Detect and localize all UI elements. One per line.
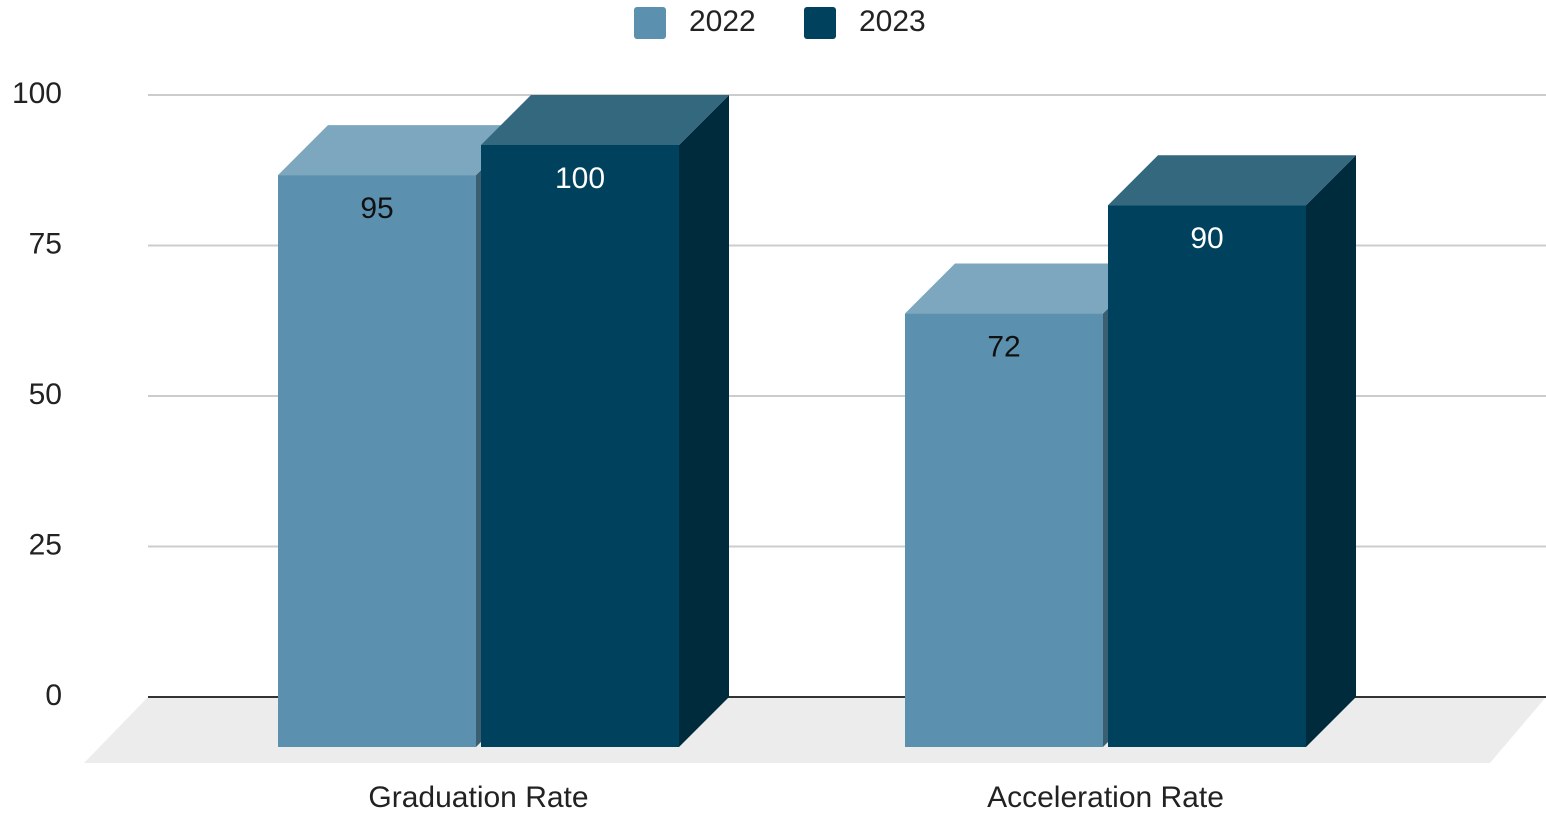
bar: [481, 95, 729, 747]
data-label: 72: [987, 330, 1020, 363]
y-tick-label: 50: [29, 378, 62, 411]
x-tick-label: Acceleration Rate: [987, 781, 1224, 814]
bar-front: [1108, 205, 1306, 747]
data-label: 90: [1190, 222, 1223, 255]
bar: [1108, 155, 1356, 747]
data-label: 95: [360, 192, 393, 225]
bar-front: [905, 313, 1103, 747]
x-tick-label: Graduation Rate: [368, 781, 588, 814]
y-tick-label: 25: [29, 528, 62, 561]
data-label: 100: [555, 162, 605, 195]
bar-front: [481, 145, 679, 747]
legend-label: 2023: [859, 5, 926, 38]
y-tick-label: 0: [45, 679, 62, 712]
bar-top: [481, 95, 729, 145]
bar-top: [905, 263, 1153, 314]
y-tick-label: 100: [12, 77, 62, 110]
legend-swatch: [804, 7, 836, 39]
legend-label: 2022: [689, 5, 756, 38]
bar-side: [1306, 155, 1356, 747]
bar-side: [679, 95, 729, 747]
bar-top: [1108, 155, 1356, 206]
bar-front: [278, 175, 476, 748]
bar: [278, 125, 526, 748]
bar-top: [278, 125, 526, 176]
legend-swatch: [634, 7, 666, 39]
y-tick-label: 75: [29, 227, 62, 260]
